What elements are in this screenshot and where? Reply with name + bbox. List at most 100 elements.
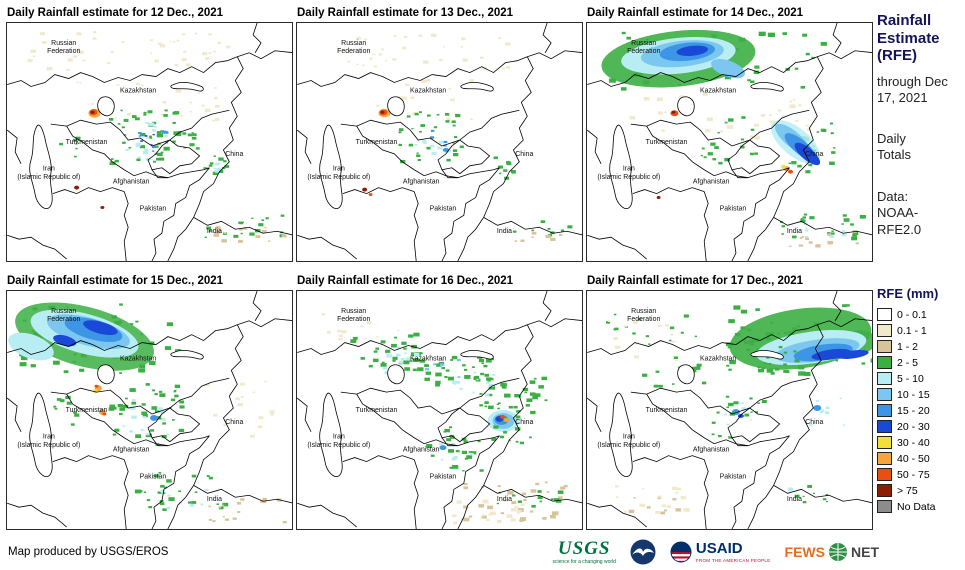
borders-layer	[587, 291, 872, 529]
noaa-logo-icon	[630, 539, 656, 565]
legend-swatch	[877, 372, 892, 385]
svg-text:Kazakhstan: Kazakhstan	[700, 355, 736, 362]
country-labels-layer: Russian Federation Kazakhstan Turkmenistan I…	[597, 308, 823, 503]
svg-text:Turkmenistan: Turkmenistan	[66, 407, 108, 414]
legend-title: RFE (mm)	[877, 286, 939, 301]
svg-text:Pakistan: Pakistan	[140, 205, 167, 212]
legend-entry: 15 - 20	[877, 404, 938, 417]
legend-label: 10 - 15	[897, 388, 930, 401]
svg-text:Kazakhstan: Kazakhstan	[120, 87, 156, 94]
svg-text:Pakistan: Pakistan	[720, 205, 747, 212]
legend-entry: 1 - 2	[877, 340, 938, 353]
rain-layer	[601, 29, 866, 248]
map-panel-dec14: Daily Rainfall estimate for 14 Dec., 202…	[586, 0, 873, 268]
legend-swatch	[877, 452, 892, 465]
water-layer	[29, 349, 204, 478]
svg-text:Pakistan: Pakistan	[140, 473, 167, 480]
svg-text:Afghanistan: Afghanistan	[113, 179, 150, 186]
country-labels-layer: Russian Federation Kazakhstan Turkmenistan I…	[17, 40, 243, 235]
map-panel-dec17: Daily Rainfall estimate for 17 Dec., 202…	[586, 268, 873, 536]
legend-label: 15 - 20	[897, 404, 930, 417]
svg-text:Iran(Islamic Republic of): Iran (Islamic Republic of)	[597, 434, 660, 449]
svg-text:Turkmenistan: Turkmenistan	[646, 407, 688, 414]
svg-text:Afghanistan: Afghanistan	[403, 179, 440, 186]
legend-entry: 20 - 30	[877, 420, 938, 433]
svg-text:Turkmenistan: Turkmenistan	[356, 139, 398, 146]
sidebar-daily-totals: Daily Totals	[877, 130, 911, 162]
rfe-legend: RFE (mm) 0 - 0.1 0.1 - 1 1 - 2 2 - 5 5 - 10 1…	[877, 286, 938, 516]
svg-text:Iran(Islamic Republic of): Iran (Islamic Republic of)	[17, 166, 80, 181]
svg-text:Turkmenistan: Turkmenistan	[356, 407, 398, 414]
country-labels-layer: Russian Federation Kazakhstan Turkmenistan I…	[307, 40, 533, 235]
water-layer	[319, 349, 494, 478]
map-credit: Map produced by USGS/EROS	[8, 546, 169, 558]
country-labels-layer: Russian Federation Kazakhstan Turkmenistan I…	[17, 308, 243, 503]
svg-text:Pakistan: Pakistan	[430, 205, 457, 212]
rainfall-map-dec14: Russian Federation Kazakhstan Turkmenistan I…	[586, 22, 873, 262]
legend-label: 40 - 50	[897, 452, 930, 465]
legend-entry: 40 - 50	[877, 452, 938, 465]
legend-swatch	[877, 420, 892, 433]
svg-text:Turkmenistan: Turkmenistan	[66, 139, 108, 146]
rainfall-map-dec16: Russian Federation Kazakhstan Turkmenistan I…	[296, 290, 583, 530]
svg-text:Pakistan: Pakistan	[430, 473, 457, 480]
svg-text:India: India	[497, 228, 512, 235]
legend-swatch	[877, 404, 892, 417]
legend-label: 5 - 10	[897, 372, 924, 385]
legend-entry: > 75	[877, 484, 938, 497]
fewsnet-globe-icon	[828, 542, 848, 562]
svg-text:Kazakhstan: Kazakhstan	[410, 355, 446, 362]
svg-text:Iran(Islamic Republic of): Iran (Islamic Republic of)	[597, 166, 660, 181]
panel-title-dec15: Daily Rainfall estimate for 15 Dec., 202…	[7, 275, 224, 287]
legend-entry: 0.1 - 1	[877, 324, 938, 337]
sidebar-period: through Dec 17, 2021	[877, 74, 948, 106]
water-layer	[319, 81, 494, 210]
legend-swatch	[877, 324, 892, 337]
svg-text:Iran(Islamic Republic of): Iran (Islamic Republic of)	[307, 434, 370, 449]
svg-text:Turkmenistan: Turkmenistan	[646, 139, 688, 146]
usgs-logo: USGS science for a changing world	[553, 539, 616, 565]
maps-grid: Daily Rainfall estimate for 12 Dec., 202…	[6, 0, 873, 536]
svg-text:India: India	[787, 496, 802, 503]
svg-text:China: China	[225, 151, 243, 158]
svg-text:Iran(Islamic Republic of): Iran (Islamic Republic of)	[17, 434, 80, 449]
svg-text:Pakistan: Pakistan	[720, 473, 747, 480]
svg-text:India: India	[787, 228, 802, 235]
rain-layer	[27, 31, 287, 243]
info-sidebar: Rainfall Estimate (RFE) through Dec 17, …	[877, 12, 963, 560]
rain-layer	[347, 33, 573, 242]
footer-logos: USGS science for a changing world	[553, 539, 879, 565]
country-labels-layer: Russian Federation Kazakhstan Turkmenistan I…	[307, 308, 533, 503]
rainfall-map-dec15: Russian Federation Kazakhstan Turkmenistan I…	[6, 290, 293, 530]
legend-entry: 2 - 5	[877, 356, 938, 369]
borders-layer	[7, 23, 292, 261]
legend-entry: 5 - 10	[877, 372, 938, 385]
usgs-logo-tagline: science for a changing world	[552, 559, 616, 565]
legend-entry: 0 - 0.1	[877, 308, 938, 321]
rain-layer	[321, 310, 568, 525]
panel-title-dec17: Daily Rainfall estimate for 17 Dec., 202…	[587, 275, 804, 287]
legend-label: 1 - 2	[897, 340, 919, 353]
svg-text:Iran(Islamic Republic of): Iran (Islamic Republic of)	[307, 166, 370, 181]
legend-rows: 0 - 0.1 0.1 - 1 1 - 2 2 - 5 5 - 10 10 - 15 15 …	[877, 308, 938, 513]
legend-label: 20 - 30	[897, 420, 930, 433]
svg-text:India: India	[207, 496, 222, 503]
map-panel-dec13: Daily Rainfall estimate for 13 Dec., 202…	[296, 0, 583, 268]
water-layer	[609, 81, 784, 210]
svg-text:China: China	[805, 419, 823, 426]
svg-text:Afghanistan: Afghanistan	[693, 179, 730, 186]
fewsnet-logo-text-2: NET	[851, 544, 879, 560]
map-panel-dec16: Daily Rainfall estimate for 16 Dec., 202…	[296, 268, 583, 536]
svg-text:Afghanistan: Afghanistan	[113, 447, 150, 454]
legend-entry: No Data	[877, 500, 938, 513]
borders-layer	[587, 23, 872, 261]
svg-text:India: India	[497, 496, 512, 503]
panel-title-dec16: Daily Rainfall estimate for 16 Dec., 202…	[297, 275, 514, 287]
svg-text:Kazakhstan: Kazakhstan	[410, 87, 446, 94]
panel-title-dec12: Daily Rainfall estimate for 12 Dec., 202…	[7, 7, 224, 19]
fewsnet-logo: FEWS NET	[785, 542, 879, 562]
legend-label: 2 - 5	[897, 356, 919, 369]
